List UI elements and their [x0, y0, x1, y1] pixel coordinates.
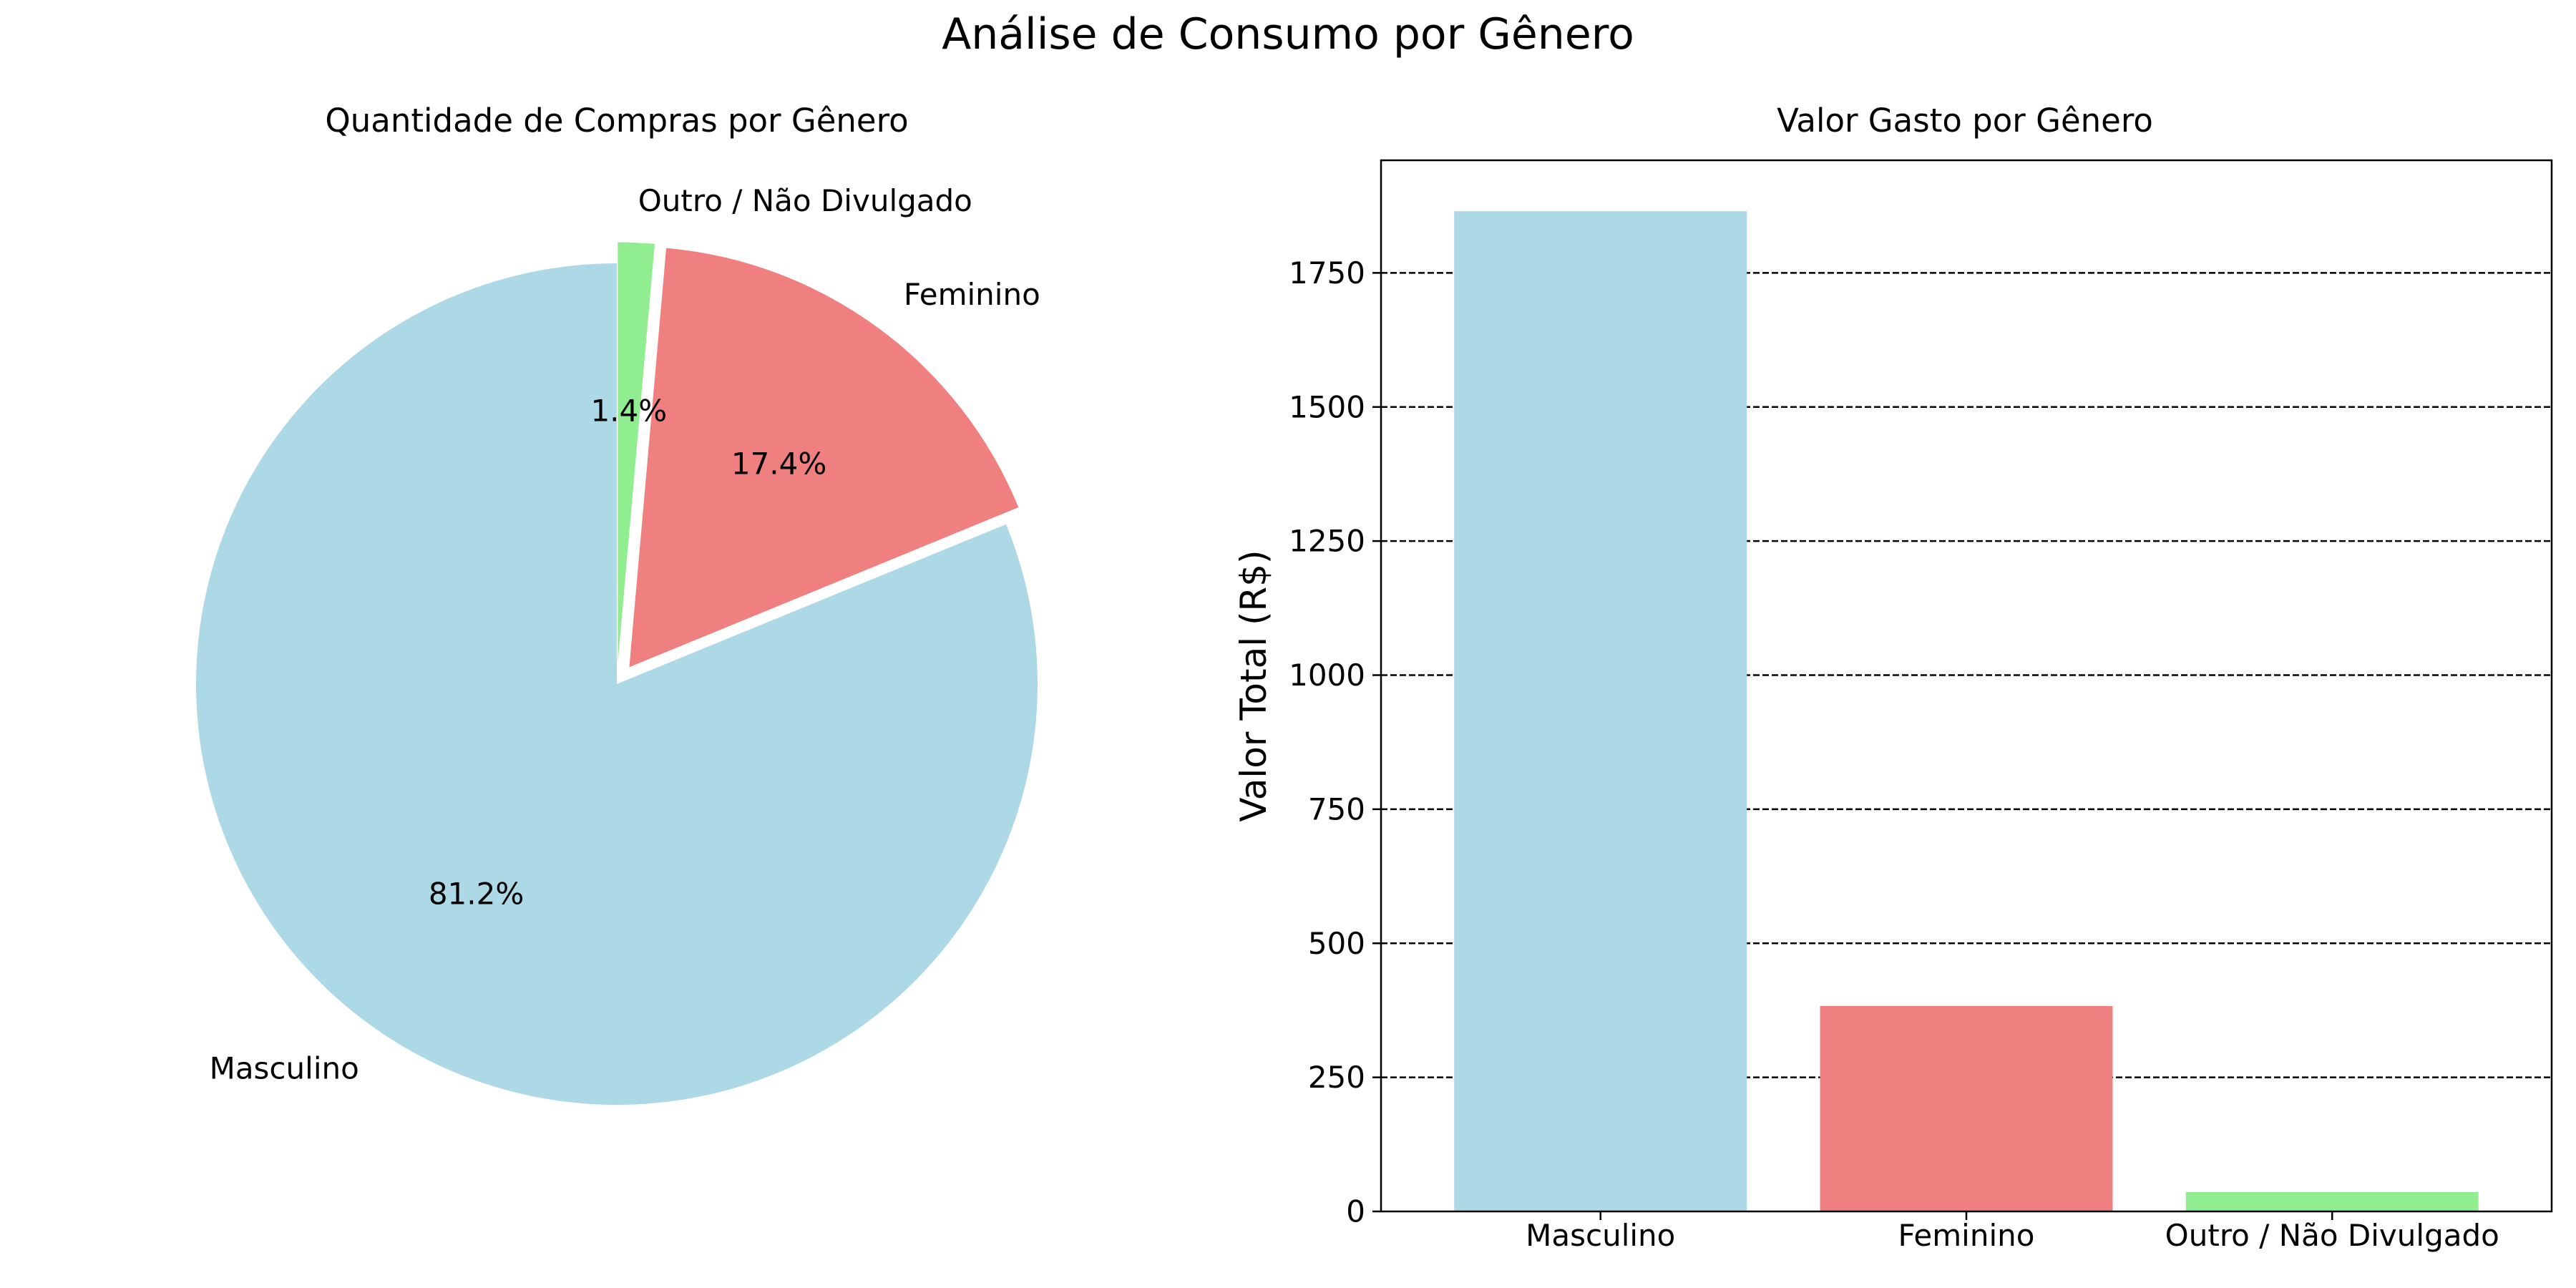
x-tick-label-masculino: Masculino: [1526, 1218, 1675, 1253]
x-tick-label-feminino: Feminino: [1898, 1218, 2035, 1253]
pie-slice-feminino: [629, 248, 1019, 668]
y-tick-label-0: 0: [1346, 1194, 1365, 1229]
y-tick-label-1250: 1250: [1289, 524, 1365, 559]
y-tick-label-750: 750: [1308, 791, 1365, 826]
pie-category-label-masculino: Masculino: [210, 1051, 359, 1086]
pie-pct-label-outro-nao-divulgado: 1.4%: [590, 394, 667, 429]
pie-pct-label-feminino: 17.4%: [731, 447, 826, 482]
bar-masculino: [1454, 211, 1747, 1211]
figure-title: Análise de Consumo por Gênero: [942, 9, 1634, 59]
pie-slice-outro-nao-divulgado: [618, 242, 655, 663]
y-tick-label-1750: 1750: [1289, 255, 1365, 291]
pie-category-label-feminino: Feminino: [904, 277, 1040, 312]
x-tick-label-outro-nao-divulgado: Outro / Não Divulgado: [2165, 1218, 2499, 1253]
y-tick-label-250: 250: [1308, 1060, 1365, 1095]
bar-feminino: [1820, 1005, 2113, 1211]
pie-pct-label-masculino: 81.2%: [429, 877, 524, 912]
y-tick-label-1500: 1500: [1289, 389, 1365, 424]
y-tick-label-500: 500: [1308, 926, 1365, 961]
pie-title: Quantidade de Compras por Gênero: [325, 102, 908, 140]
pie-chart: 81.2% Masculino 17.4% Feminino 1.4% Outro / N…: [196, 183, 1040, 1105]
pie-category-label-outro-nao-divulgado: Outro / Não Divulgado: [638, 183, 972, 218]
pie-slice-masculino: [196, 263, 1038, 1105]
y-tick-label-1000: 1000: [1289, 658, 1365, 693]
bar-outro-nao-divulgado: [2185, 1192, 2479, 1211]
bar-title: Valor Gasto por Gênero: [1777, 102, 2153, 140]
y-axis-label: Valor Total (R$): [1233, 550, 1274, 821]
bar-chart: 0 250 500 750 1000 1250 1500 1750 Masculino Femin…: [1233, 159, 2553, 1253]
